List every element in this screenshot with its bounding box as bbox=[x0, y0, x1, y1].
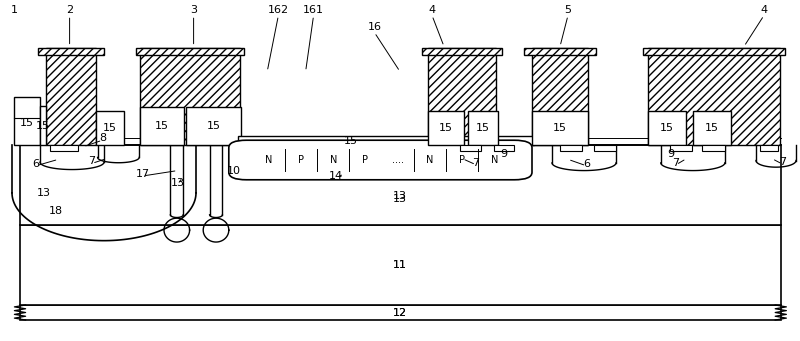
Text: 8: 8 bbox=[99, 133, 106, 143]
Bar bbox=[428, 48, 496, 145]
Bar bbox=[140, 48, 240, 145]
Text: 13: 13 bbox=[170, 178, 185, 188]
Text: N: N bbox=[330, 155, 337, 165]
Text: 15: 15 bbox=[20, 118, 34, 128]
Bar bbox=[702, 145, 725, 151]
Text: 9: 9 bbox=[667, 149, 674, 159]
Text: 11: 11 bbox=[393, 260, 407, 270]
Text: 12: 12 bbox=[393, 308, 407, 317]
Text: 16: 16 bbox=[367, 22, 382, 32]
Text: 161: 161 bbox=[303, 5, 324, 15]
Bar bbox=[460, 145, 481, 151]
Text: ....: .... bbox=[392, 155, 404, 165]
Bar bbox=[40, 106, 46, 145]
Text: 9: 9 bbox=[501, 149, 507, 159]
Text: 15: 15 bbox=[36, 121, 50, 131]
Text: 2: 2 bbox=[66, 5, 73, 15]
Bar bbox=[428, 111, 464, 145]
Text: 1: 1 bbox=[11, 5, 18, 15]
Bar bbox=[594, 145, 616, 151]
Bar bbox=[494, 145, 514, 151]
Text: 18: 18 bbox=[49, 207, 63, 217]
Text: 15: 15 bbox=[553, 123, 567, 133]
Text: 4: 4 bbox=[429, 5, 435, 15]
Bar bbox=[38, 48, 104, 55]
Text: P: P bbox=[459, 155, 465, 165]
Bar bbox=[46, 48, 96, 145]
Text: 4: 4 bbox=[761, 5, 767, 15]
Bar bbox=[760, 145, 778, 151]
Text: 14: 14 bbox=[329, 171, 343, 181]
Bar bbox=[524, 48, 596, 55]
Bar bbox=[14, 97, 40, 145]
Text: P: P bbox=[298, 155, 304, 165]
Text: N: N bbox=[265, 155, 273, 165]
Text: 15: 15 bbox=[155, 121, 169, 131]
Text: N: N bbox=[426, 155, 434, 165]
Text: 15: 15 bbox=[439, 123, 453, 133]
Text: 13: 13 bbox=[37, 188, 51, 198]
Text: 7: 7 bbox=[89, 157, 95, 166]
Bar bbox=[532, 111, 588, 145]
Bar bbox=[20, 145, 781, 225]
Bar bbox=[238, 136, 534, 145]
Text: 12: 12 bbox=[393, 308, 407, 317]
Text: 7: 7 bbox=[779, 157, 786, 167]
Bar bbox=[422, 48, 502, 55]
Bar bbox=[96, 111, 124, 145]
Text: 15: 15 bbox=[344, 136, 358, 146]
Text: 6: 6 bbox=[33, 159, 39, 169]
Text: 13: 13 bbox=[393, 194, 407, 204]
Bar bbox=[532, 48, 588, 145]
Bar bbox=[186, 107, 241, 145]
Text: P: P bbox=[362, 155, 369, 165]
Text: 162: 162 bbox=[268, 5, 289, 15]
Text: 17: 17 bbox=[135, 169, 150, 179]
Text: 15: 15 bbox=[206, 121, 221, 131]
Bar bbox=[140, 107, 184, 145]
Text: 15: 15 bbox=[705, 123, 719, 133]
Text: 10: 10 bbox=[226, 166, 241, 176]
Bar bbox=[20, 305, 781, 320]
Text: 7: 7 bbox=[673, 158, 679, 168]
Bar bbox=[560, 145, 582, 151]
Bar bbox=[648, 111, 686, 145]
Text: 7: 7 bbox=[473, 158, 479, 168]
Text: 11: 11 bbox=[393, 260, 407, 270]
FancyBboxPatch shape bbox=[229, 140, 532, 180]
Bar bbox=[468, 111, 498, 145]
Text: 3: 3 bbox=[190, 5, 197, 15]
Bar bbox=[693, 111, 731, 145]
Bar bbox=[643, 48, 785, 55]
Bar bbox=[20, 225, 781, 305]
Text: 15: 15 bbox=[476, 123, 490, 133]
Text: 6: 6 bbox=[583, 159, 590, 169]
Bar bbox=[136, 48, 244, 55]
Bar bbox=[50, 145, 78, 151]
Text: N: N bbox=[490, 155, 498, 165]
Bar bbox=[670, 145, 692, 151]
Text: 13: 13 bbox=[393, 191, 407, 201]
Text: 5: 5 bbox=[565, 5, 571, 15]
Bar bbox=[648, 48, 780, 145]
Text: 15: 15 bbox=[103, 123, 117, 133]
Text: 15: 15 bbox=[660, 123, 674, 133]
